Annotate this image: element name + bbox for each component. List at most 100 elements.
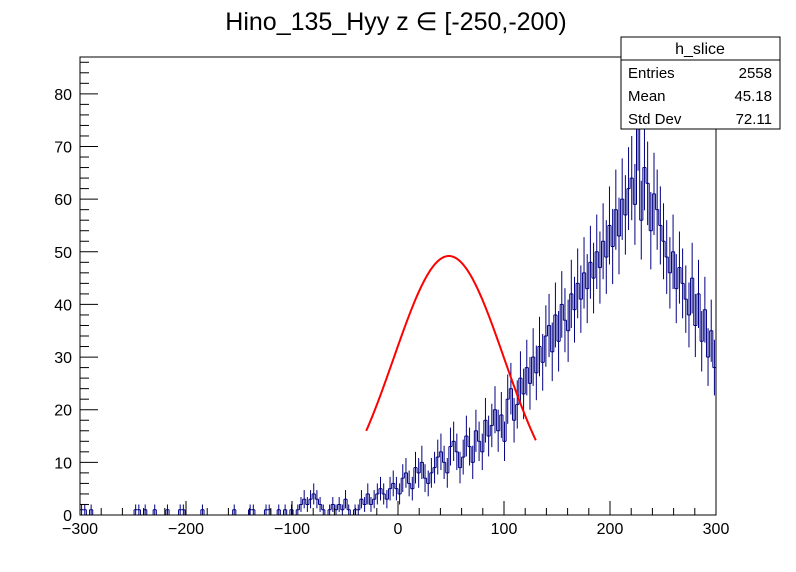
histogram-bin [668,237,672,309]
histogram-bin [445,446,450,488]
histogram-bin [626,147,631,231]
histogram-bin [137,504,141,515]
histogram-bin [490,403,494,448]
histogram-bin [544,305,548,367]
histogram-bin [261,509,265,516]
stats-stddev-label: Std Dev [628,111,682,128]
histogram-bin [531,328,536,386]
histogram-bin [550,314,555,382]
histogram-bin [693,293,698,358]
histogram-bin [483,397,488,443]
histogram-bin [706,328,711,386]
histogram-bin [385,488,389,509]
histogram-bin [506,374,510,424]
histogram-bin [582,237,587,309]
histogram-bin [703,276,707,358]
histogram-bin [541,333,545,391]
histogram-bin [423,464,428,493]
histogram-bin [471,430,475,480]
histogram-bin [315,490,319,509]
histogram-bin [302,490,307,509]
histogram-bin [181,504,186,515]
histogram-bin [277,504,281,515]
histogram-bin [369,497,374,512]
histogram-bin [143,504,148,515]
histogram-bin [696,259,701,342]
histogram-bin [318,497,323,512]
histogram-bin [363,493,367,512]
histogram-bin [474,409,478,452]
histogram-bin [404,457,409,488]
x-tick-label: 300 [703,521,730,538]
histogram-bin [572,276,577,343]
histogram-bin [557,304,561,372]
histogram-bin [299,497,304,512]
histogram-bin [620,158,625,240]
histogram-bin [248,504,252,515]
histogram-bin [617,197,622,275]
histogram-bin [623,175,628,255]
histogram-bin [375,483,380,505]
histogram-bin [534,345,539,401]
stats-box-title: h_slice [675,41,725,58]
histogram-bin [458,451,463,484]
histogram-bin [89,504,94,515]
y-tick-label: 20 [54,403,72,420]
histogram-bin [493,386,498,434]
histogram-bin [347,504,351,515]
gaussian-fit-curve [365,254,537,441]
histogram-bin [366,483,370,505]
histogram-bin [436,439,440,475]
y-tick-label: 40 [54,297,72,314]
histogram-bin [604,220,609,294]
histogram-bin [639,167,644,260]
histogram-bin [388,476,393,501]
histogram-bin [232,504,237,515]
histogram-bin [283,504,288,515]
histogram-bin [200,504,205,515]
x-tick-label: 200 [597,521,624,538]
stats-stddev-value: 72.11 [736,111,772,128]
histogram-bin [487,415,491,457]
stats-entries-label: Entries [628,65,675,82]
histogram-bin [407,470,412,497]
histogram-bin [687,278,692,348]
histogram-bin [563,288,568,353]
x-axis: −300 −200 −100 0 100 200 300 [62,501,729,538]
histogram-bin [576,248,580,319]
histogram-bin [509,362,513,421]
x-tick-label: −300 [62,521,98,538]
histogram-bin [585,254,590,324]
histogram-bin [607,186,612,265]
histogram-bin [642,124,647,211]
histogram-bin [595,214,599,290]
histogram-bin [518,351,523,405]
stats-mean-label: Mean [628,88,666,105]
histogram-bin [337,497,342,512]
histogram-bin [175,509,180,516]
histogram-bin [579,265,583,333]
histogram-bin [499,392,504,442]
stats-box[interactable]: h_slice Entries 2558 Mean 45.18 Std Dev … [620,36,781,130]
histogram-bin [321,504,326,515]
histogram-bin [461,436,466,475]
histogram-bin [165,504,170,515]
histogram-bin [420,445,424,480]
histogram-bin [308,490,313,509]
histogram-bin [646,141,650,231]
x-tick-label: −100 [274,521,310,538]
stats-box-frame [620,36,781,130]
histogram-bin [273,509,278,516]
histogram-bin [429,457,434,488]
histogram-bin [611,208,615,285]
histogram-bin [296,504,300,515]
y-tick-label: 70 [54,139,72,156]
histogram-bin [464,415,469,457]
histogram-bin [426,470,431,497]
y-tick-label: 50 [54,245,72,262]
histogram-bin [496,409,501,452]
x-tick-label: −200 [168,521,204,538]
histogram-bin [382,483,386,505]
histogram-bin [245,509,250,516]
